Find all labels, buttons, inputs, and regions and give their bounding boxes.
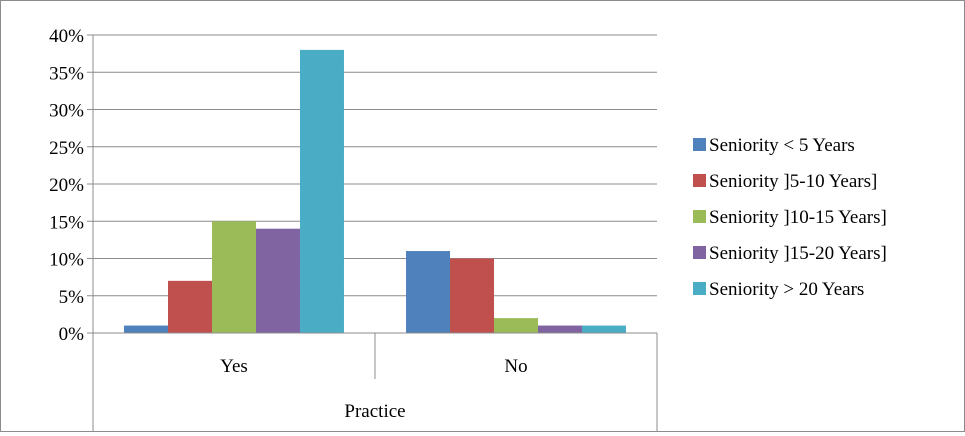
bar xyxy=(450,258,495,333)
y-tick-label: 20% xyxy=(49,175,84,196)
gridlines xyxy=(93,34,657,297)
legend-label: Seniority > 20 Years xyxy=(709,279,864,300)
legend-swatch xyxy=(693,246,706,259)
legend-label: Seniority ]15-20 Years] xyxy=(709,243,887,264)
bars xyxy=(124,49,626,334)
y-tick-label: 30% xyxy=(49,101,84,122)
bar xyxy=(168,280,213,333)
legend-swatch xyxy=(693,282,706,295)
legend-swatch xyxy=(693,210,706,223)
y-tick-label: 5% xyxy=(59,287,85,308)
bar xyxy=(212,221,256,333)
legend-label: Seniority ]10-15 Years] xyxy=(709,207,887,228)
legend: Seniority < 5 Years Seniority ]5-10 Years… xyxy=(693,135,887,300)
y-tick-label: 35% xyxy=(49,63,84,84)
bar xyxy=(537,325,582,333)
legend-label: Seniority ]5-10 Years] xyxy=(709,171,877,192)
legend-swatch xyxy=(693,174,706,187)
x-tick-label: Yes xyxy=(220,356,248,377)
axes xyxy=(92,35,658,431)
bar xyxy=(494,318,538,333)
bar xyxy=(406,251,451,333)
y-tick-label: 15% xyxy=(49,212,84,233)
y-axis-ticks: 0% 5% 10% 15% 20% 25% 30% 35% 40% xyxy=(49,26,93,345)
bar xyxy=(581,325,626,333)
y-tick-label: 10% xyxy=(49,250,84,271)
y-tick-label: 0% xyxy=(59,324,85,345)
y-tick-label: 40% xyxy=(49,26,84,47)
x-tick-label: No xyxy=(504,356,527,377)
legend-label: Seniority < 5 Years xyxy=(709,135,855,156)
bar xyxy=(299,49,344,334)
y-tick-label: 25% xyxy=(49,138,84,159)
legend-swatch xyxy=(693,138,706,151)
bar xyxy=(124,325,169,333)
x-axis-categories: Yes No xyxy=(220,356,527,377)
x-axis-title: Practice xyxy=(344,401,405,422)
bar xyxy=(255,228,300,333)
